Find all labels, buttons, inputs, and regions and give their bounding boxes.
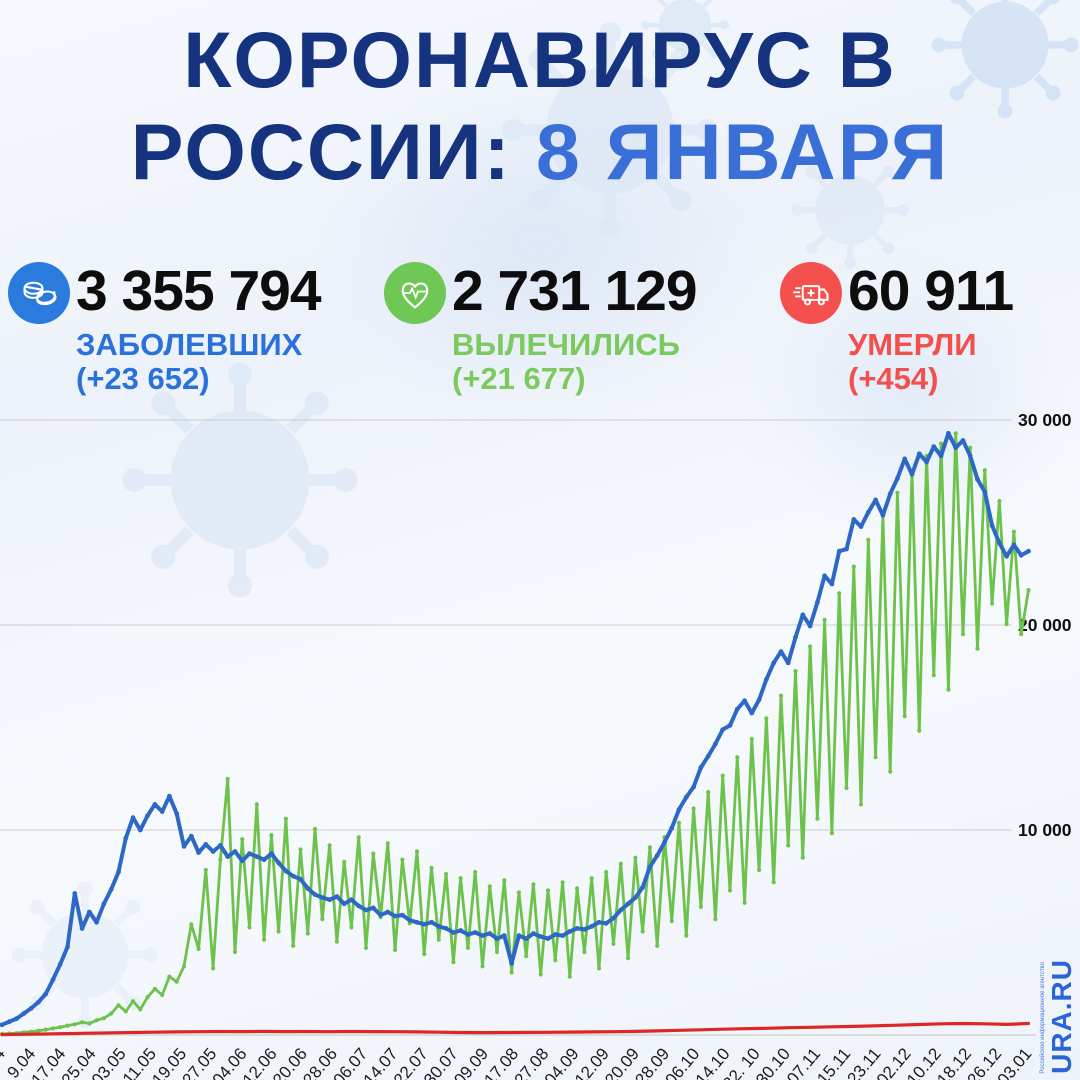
stat-infected: 3 355 794 ЗАБОЛЕВШИХ (+23 652) [8,259,322,396]
stat-recovered-label: ВЫЛЕЧИЛИСЬ [452,327,680,362]
stat-recovered-value: 2 731 129 [452,259,698,323]
stat-infected-label: ЗАБОЛЕВШИХ [76,327,303,362]
svg-text:30 000: 30 000 [1018,410,1072,430]
stat-infected-delta: (+23 652) [76,361,210,396]
title-line2: РОССИИ: 8 ЯНВАРЯ [0,106,1080,198]
title-line1: КОРОНАВИРУС В [183,15,897,104]
title-line2-accent: 8 ЯНВАРЯ [535,107,950,196]
pills-icon [8,262,70,324]
svg-text:1.04: 1.04 [0,1044,9,1080]
stat-recovered: 2 731 129 ВЫЛЕЧИЛИСЬ (+21 677) [384,259,698,396]
svg-text:10 000: 10 000 [1018,820,1072,840]
stat-died-delta: (+454) [848,361,939,396]
svg-text:20 000: 20 000 [1018,615,1072,635]
stat-infected-value: 3 355 794 [76,259,322,323]
watermark-brand: URA.RU [1046,959,1077,1074]
stat-died: 60 911 УМЕРЛИ (+454) [780,259,1014,396]
heart-pulse-icon [384,262,446,324]
stat-died-value: 60 911 [848,259,1014,323]
covid-line-chart: 10 000 20 000 30 000 1.04 9.04 17.04 25.04 03.0… [0,395,1080,1080]
page-title: КОРОНАВИРУС В РОССИИ: 8 ЯНВАРЯ [0,14,1080,198]
title-line2-dark: РОССИИ: [130,107,512,196]
stat-recovered-delta: (+21 677) [452,361,586,396]
stat-died-label: УМЕРЛИ [848,327,977,362]
ambulance-icon [780,262,842,324]
watermark: Российское информационное агентство URA.… [1039,959,1078,1074]
